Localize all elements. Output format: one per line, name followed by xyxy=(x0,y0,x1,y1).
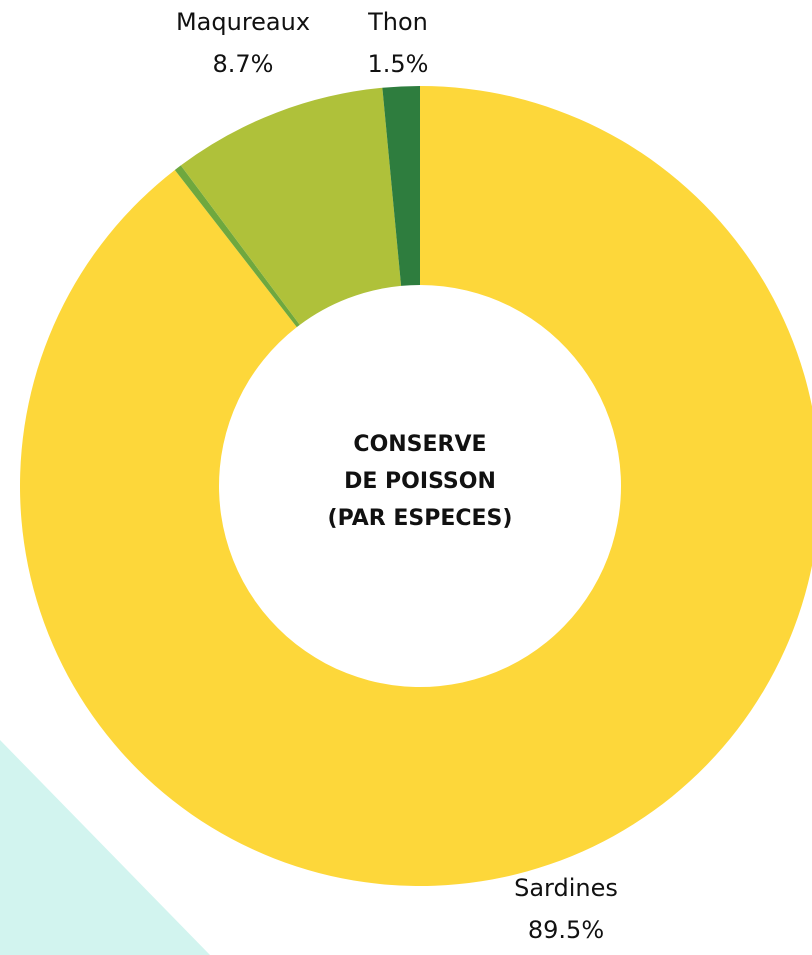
decorative-triangle-shape xyxy=(0,740,210,955)
slice-percent-maqureaux: 8.7% xyxy=(213,50,274,78)
chart-title-line-3: (PAR ESPECES) xyxy=(327,506,513,531)
chart-title-line-2: DE POISSON xyxy=(344,469,496,494)
slice-label-sardines: Sardines xyxy=(514,874,618,902)
chart-title: CONSERVE DE POISSON (PAR ESPECES) xyxy=(270,426,570,537)
slice-label-maqureaux: Maqureaux xyxy=(176,8,310,36)
slice-label-thon: Thon xyxy=(367,8,428,36)
pie-slice-thon xyxy=(382,86,420,286)
chart-title-line-1: CONSERVE xyxy=(353,432,487,457)
slice-percent-sardines: 89.5% xyxy=(528,916,604,944)
pie-slice-sardines xyxy=(20,86,812,886)
slice-percent-thon: 1.5% xyxy=(368,50,429,78)
pie-slice-other-1 xyxy=(174,165,300,328)
pie-slice-maqureaux xyxy=(180,87,402,325)
